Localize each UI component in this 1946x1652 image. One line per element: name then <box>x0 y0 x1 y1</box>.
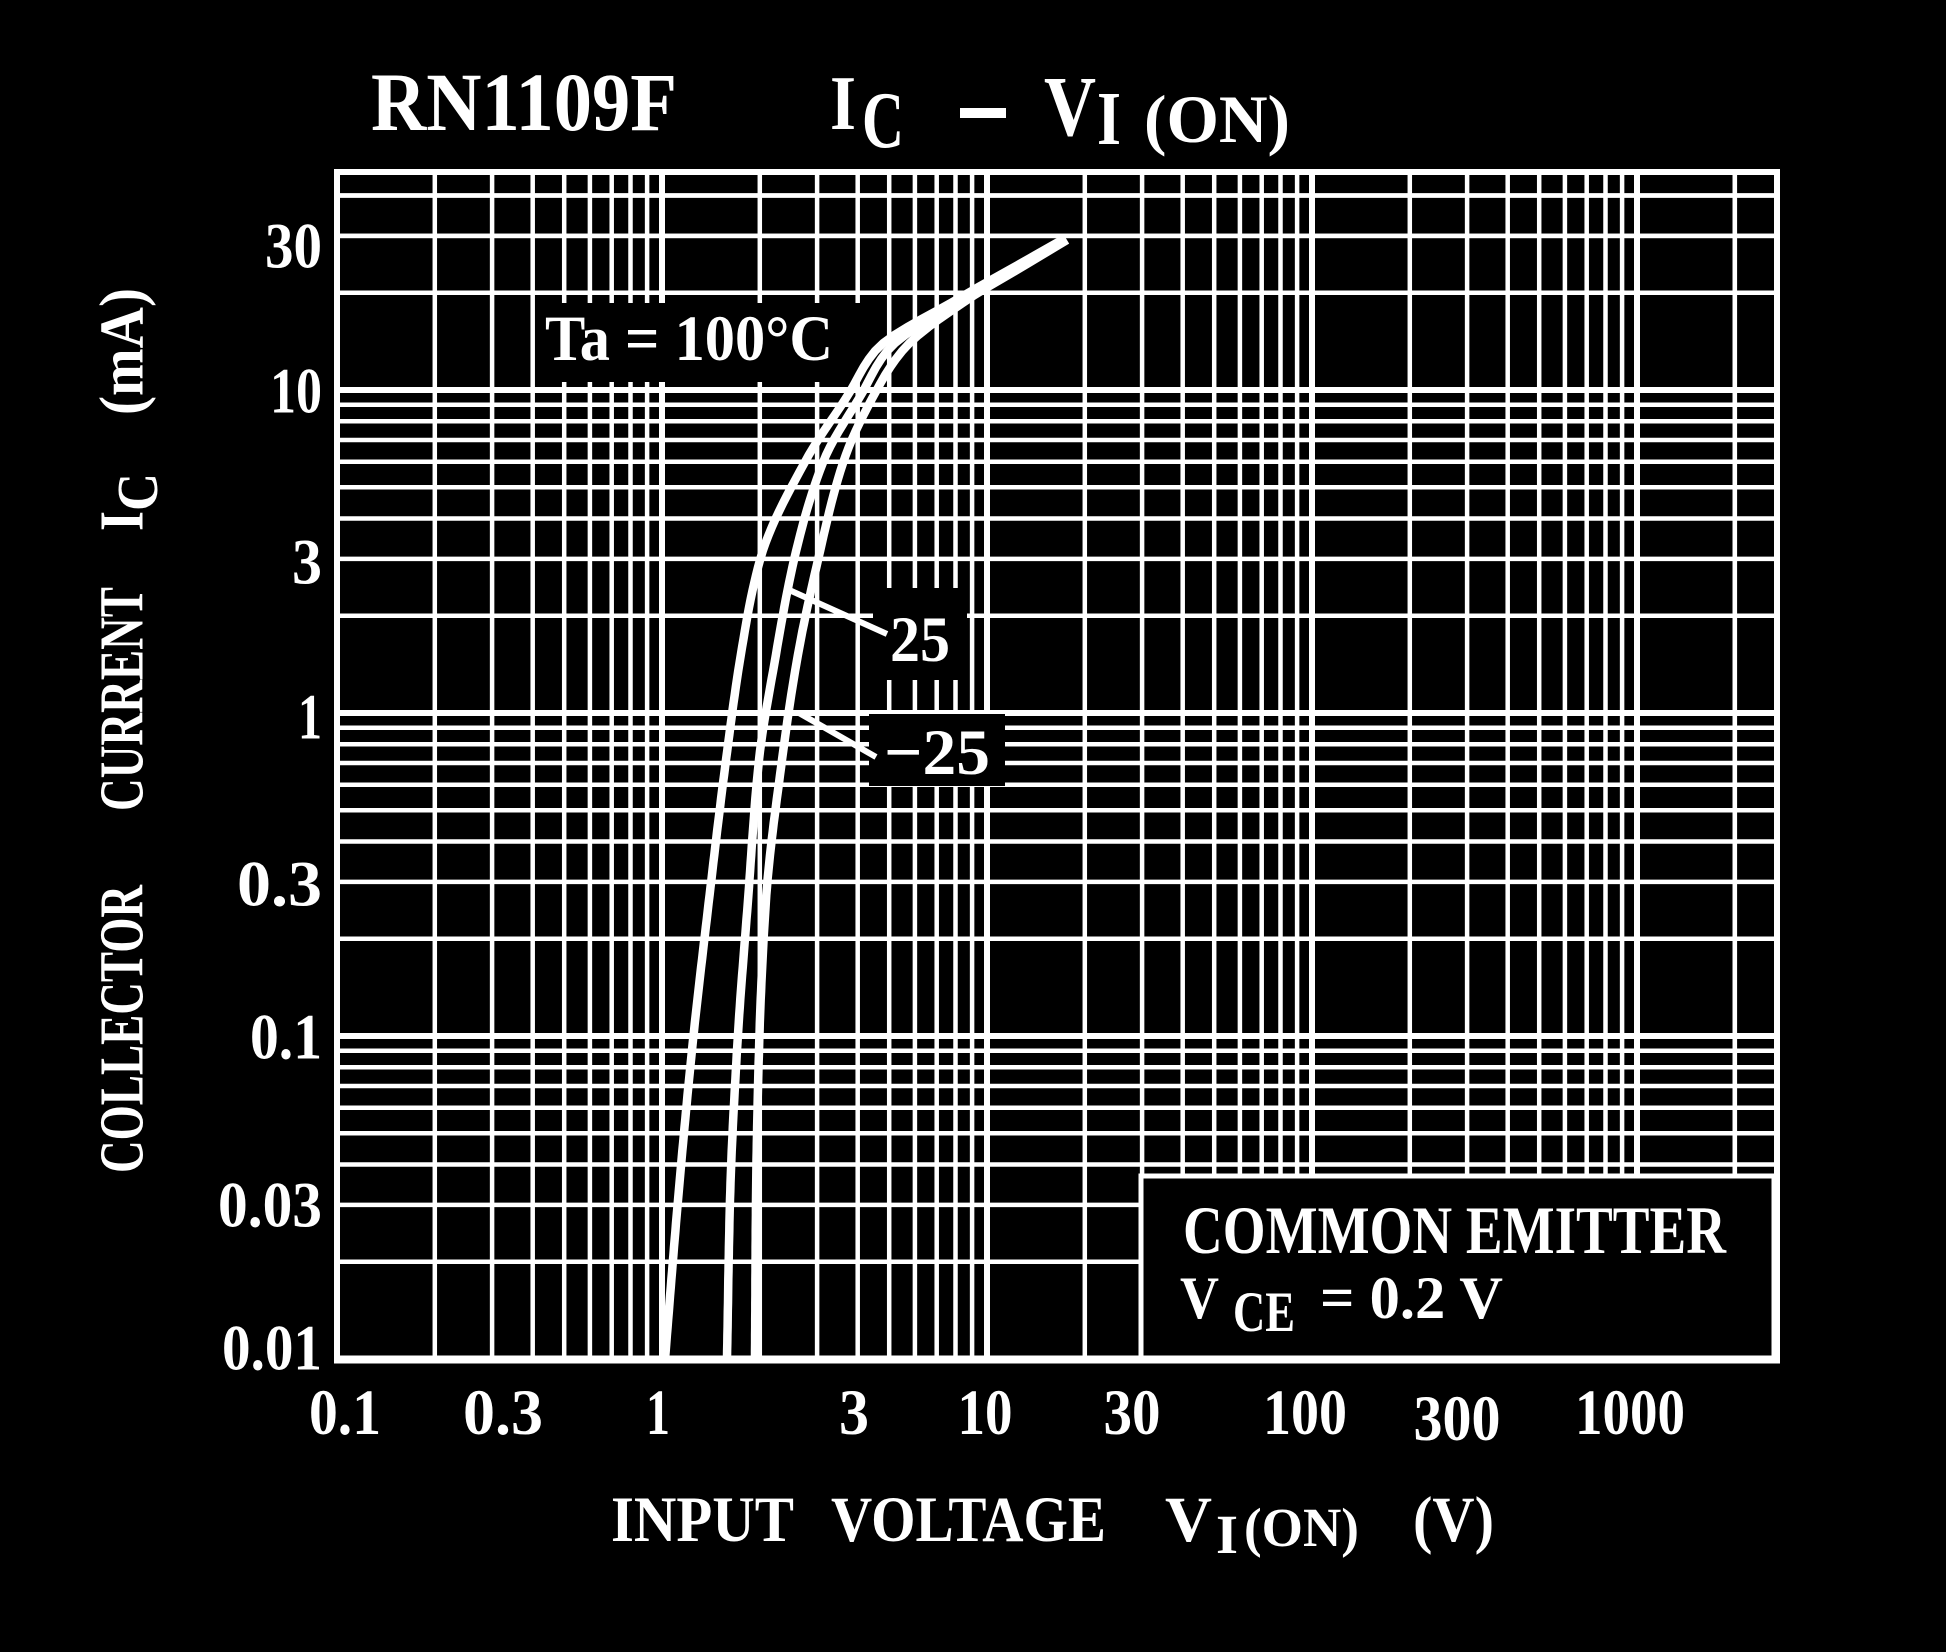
svg-text:COMMON EMITTER: COMMON EMITTER <box>1183 1192 1727 1268</box>
svg-text:C: C <box>862 77 904 165</box>
svg-text:0.1: 0.1 <box>250 1002 322 1074</box>
svg-text:V: V <box>1165 1484 1212 1556</box>
svg-text:−25: −25 <box>884 717 990 789</box>
svg-text:3: 3 <box>839 1377 869 1449</box>
svg-text:1: 1 <box>298 682 322 754</box>
svg-text:V: V <box>1044 58 1096 154</box>
svg-text:0.1: 0.1 <box>309 1377 381 1449</box>
svg-text:CURRENT: CURRENT <box>89 587 157 811</box>
svg-text:I: I <box>1097 77 1121 161</box>
svg-text:C: C <box>105 473 170 511</box>
svg-text:RN1109F: RN1109F <box>371 56 677 148</box>
svg-text:1: 1 <box>646 1377 670 1449</box>
svg-text:(ON): (ON) <box>1244 1497 1359 1558</box>
svg-text:Ta = 100°C: Ta = 100°C <box>545 303 833 375</box>
svg-text:0.3: 0.3 <box>463 1377 543 1449</box>
svg-text:V: V <box>1180 1265 1219 1331</box>
svg-text:COLLECTOR: COLLECTOR <box>89 884 157 1173</box>
svg-text:INPUT: INPUT <box>611 1484 794 1556</box>
svg-text:25: 25 <box>890 604 950 676</box>
svg-text:3: 3 <box>292 527 322 599</box>
svg-text:I: I <box>1216 1504 1238 1565</box>
svg-text:0.03: 0.03 <box>218 1170 322 1242</box>
svg-text:10: 10 <box>958 1377 1013 1449</box>
svg-text:= 0.2 V: = 0.2 V <box>1320 1265 1503 1331</box>
svg-text:30: 30 <box>265 211 322 283</box>
svg-text:0.01: 0.01 <box>222 1313 322 1385</box>
svg-text:1000: 1000 <box>1575 1377 1685 1449</box>
svg-text:(V): (V) <box>1413 1484 1494 1556</box>
svg-text:100: 100 <box>1263 1377 1347 1449</box>
svg-text:(mA): (mA) <box>89 288 157 415</box>
svg-text:30: 30 <box>1104 1377 1161 1449</box>
svg-text:VOLTAGE: VOLTAGE <box>831 1484 1106 1556</box>
svg-text:300: 300 <box>1414 1383 1501 1455</box>
svg-text:I: I <box>830 60 856 146</box>
svg-text:10: 10 <box>270 356 322 428</box>
svg-text:I: I <box>89 511 157 531</box>
svg-text:CE: CE <box>1233 1281 1295 1344</box>
svg-text:0.3: 0.3 <box>237 849 322 921</box>
svg-text:(ON): (ON) <box>1144 81 1290 157</box>
